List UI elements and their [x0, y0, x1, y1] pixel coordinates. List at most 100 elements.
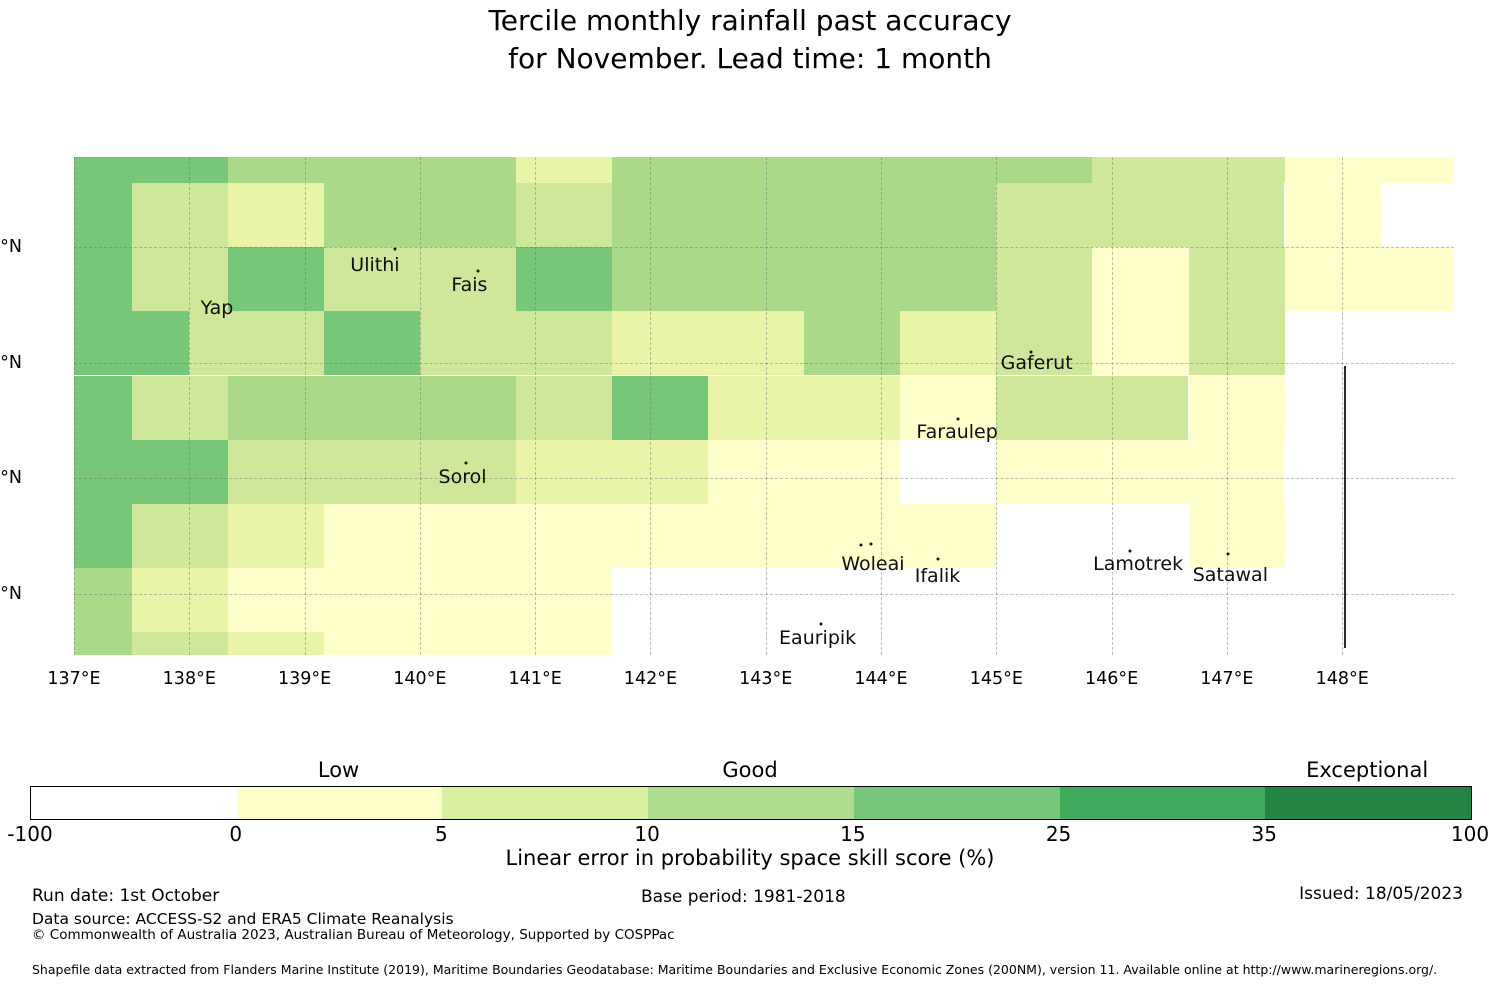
map-cell	[131, 503, 228, 569]
colorbar	[30, 786, 1472, 820]
x-axis-tick-label: 145°E	[969, 669, 1023, 689]
map-cell	[74, 182, 132, 248]
x-axis-tick-label: 143°E	[739, 669, 793, 689]
map-cell	[227, 182, 324, 248]
map-cell	[708, 375, 901, 440]
map-cell	[74, 311, 190, 376]
map-cell	[1284, 247, 1454, 312]
island-marker-ifalik	[936, 557, 940, 561]
map-cell	[323, 503, 997, 569]
colorbar-tick-label: 15	[840, 822, 866, 846]
map-cell	[996, 182, 1285, 248]
colorbar-segment	[31, 787, 237, 819]
gridline-vertical	[650, 157, 652, 655]
footer-copyright: © Commonwealth of Australia 2023, Austra…	[32, 927, 675, 943]
map-cell	[996, 247, 1093, 312]
island-marker-eauripik	[819, 622, 823, 626]
map-cell	[1188, 503, 1285, 569]
map-plot-area: 137°E 138°E 139°E 140°E 141°E 142°E 143°E 144°E…	[0, 157, 1454, 689]
map-cell	[419, 311, 613, 376]
map-cell	[74, 568, 132, 633]
map-cell	[74, 503, 132, 569]
map-cell	[1092, 157, 1285, 183]
colorbar-segment	[853, 787, 1060, 819]
gridline-vertical	[1111, 157, 1113, 655]
map-cell	[996, 311, 1093, 376]
x-axis-tick-label: 147°E	[1200, 669, 1254, 689]
y-axis-tick-label: 9°N	[0, 352, 22, 373]
colorbar-title: Linear error in probability space skill …	[505, 846, 995, 870]
island-marker-gaferut	[1029, 350, 1033, 354]
island-marker-ulithi	[393, 247, 396, 251]
footer-issued-date: Issued: 18/05/2023	[1299, 884, 1463, 904]
island-marker-woleai	[859, 543, 863, 547]
footer-shapefile-note: Shapefile data extracted from Flanders M…	[32, 962, 1438, 977]
map-cell	[900, 311, 997, 376]
island-label-eauripik: Eauripik	[779, 626, 857, 649]
footer-data-source: Data source: ACCESS-S2 and ERA5 Climate …	[32, 910, 454, 928]
gridline-vertical	[535, 157, 537, 655]
map-cell	[612, 157, 1093, 183]
colorbar-tick-label: -100	[7, 822, 53, 846]
colorbar-category-label: Low	[317, 758, 360, 782]
island-marker-woleai	[869, 542, 873, 546]
x-axis-tick-label: 146°E	[1085, 669, 1139, 689]
gridline-vertical	[1342, 157, 1344, 655]
map-cell	[227, 632, 324, 656]
island-label-lamotrek: Lamotrek	[1093, 552, 1184, 575]
colorbar-segment	[236, 787, 443, 819]
colorbar-segment	[1265, 787, 1471, 819]
map-cell	[227, 568, 613, 633]
map-cell	[996, 375, 1189, 440]
map-cell	[131, 632, 228, 656]
chart-title-line1: Tercile monthly rainfall past accuracy	[488, 4, 1012, 37]
island-label-woleai: Woleai	[841, 552, 905, 575]
chart-title-line2: for November. Lead time: 1 month	[508, 42, 992, 75]
gridline-horizontal	[74, 247, 1454, 249]
map-cell	[189, 311, 324, 376]
map-cell	[1188, 247, 1285, 312]
map-cell	[515, 247, 613, 312]
x-axis-tick-label: 148°E	[1315, 669, 1369, 689]
colorbar-category-label: Good	[722, 758, 778, 782]
colorbar-tick-label: 10	[634, 822, 660, 846]
map-cell	[515, 157, 613, 183]
chart-title: Tercile monthly rainfall past accuracy f…	[0, 2, 1500, 78]
x-axis-tick-label: 137°E	[47, 669, 101, 689]
colorbar-category-label: Exceptional	[1306, 758, 1429, 782]
map-cell	[612, 375, 709, 440]
map-cell	[74, 247, 132, 312]
map-cell	[515, 375, 613, 440]
island-label-satawal: Satawal	[1192, 564, 1268, 587]
map-cell	[323, 182, 516, 248]
map-cell	[1284, 182, 1381, 248]
x-axis-tick-label: 142°E	[623, 669, 678, 689]
colorbar-tick-label: 100	[1450, 822, 1490, 846]
x-axis-tick-label: 141°E	[508, 669, 562, 689]
map-cell	[1284, 157, 1454, 183]
map-cell	[996, 439, 1285, 504]
island-marker-fais	[476, 269, 479, 273]
island-label-faraulep: Faraulep	[916, 421, 998, 443]
island-label-ifalik: Ifalik	[914, 565, 961, 588]
colorbar-segment	[648, 787, 854, 819]
y-axis-tick-label: 8°N	[0, 468, 22, 489]
map-cell	[227, 157, 516, 183]
gridline-horizontal	[74, 362, 1454, 364]
map-cell	[74, 375, 132, 440]
gridline-horizontal	[74, 478, 1454, 480]
colorbar-tick-label: 35	[1251, 822, 1278, 846]
gridline-vertical	[765, 157, 767, 655]
map-cell	[612, 182, 997, 248]
island-marker-sorol	[464, 461, 468, 465]
x-axis-tick-label: 144°E	[854, 669, 908, 689]
map-cell	[131, 182, 228, 248]
map-cell	[1092, 311, 1189, 376]
map-cell	[131, 568, 228, 633]
y-axis-tick-label: 7°N	[0, 583, 22, 604]
x-axis-tick-label: 139°E	[277, 669, 332, 689]
map-cell	[515, 439, 709, 504]
island-label-gaferut: Gaferut	[1000, 351, 1073, 374]
x-axis-tick-label: 138°E	[162, 669, 216, 689]
